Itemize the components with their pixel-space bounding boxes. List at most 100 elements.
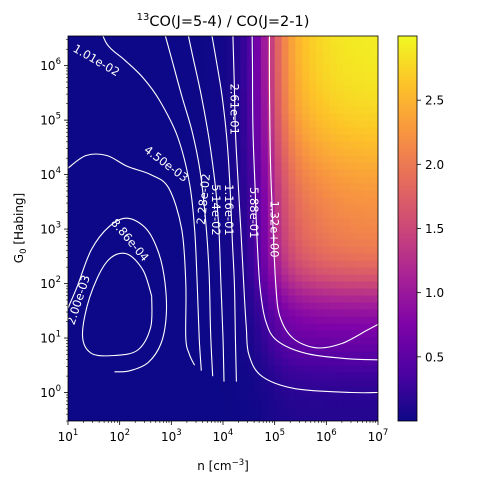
- heatmap-cell: [123, 85, 131, 93]
- heatmap-cell: [226, 211, 234, 219]
- heatmap-cell: [322, 176, 331, 184]
- heatmap-cell: [316, 148, 324, 156]
- heatmap-cell: [150, 57, 159, 65]
- heatmap-cell: [143, 295, 152, 303]
- heatmap-cell: [309, 190, 317, 198]
- heatmap-cell: [240, 92, 248, 100]
- heatmap-cell: [371, 218, 378, 226]
- heatmap-cell: [116, 218, 124, 226]
- heatmap-cell: [88, 113, 97, 121]
- heatmap-cell: [281, 85, 290, 93]
- heatmap-cell: [198, 57, 207, 65]
- heatmap-cell: [116, 232, 124, 240]
- heatmap-cell: [233, 85, 241, 93]
- heatmap-cell: [267, 372, 276, 380]
- heatmap-cell: [336, 232, 345, 240]
- heatmap-cell: [350, 225, 358, 233]
- heatmap-cell: [178, 232, 186, 240]
- heatmap-cell: [309, 155, 317, 163]
- heatmap-cell: [143, 162, 152, 170]
- heatmap-cell: [88, 50, 97, 58]
- heatmap-cell: [371, 43, 378, 51]
- heatmap-cell: [350, 134, 358, 142]
- heatmap-cell: [240, 260, 248, 268]
- heatmap-cell: [267, 120, 276, 128]
- heatmap-cell: [247, 365, 255, 373]
- heatmap-cell: [171, 113, 179, 121]
- heatmap-cell: [316, 309, 324, 317]
- heatmap-cell: [302, 393, 310, 401]
- heatmap-cell: [295, 78, 303, 86]
- y-tick-label: 105: [40, 112, 61, 128]
- heatmap-cell: [205, 379, 214, 387]
- heatmap-cell: [371, 253, 378, 261]
- x-tick-label: 101: [58, 428, 79, 444]
- heatmap-cell: [302, 400, 310, 408]
- heatmap-cell: [68, 400, 76, 408]
- heatmap-cell: [116, 358, 124, 366]
- heatmap-cell: [336, 225, 345, 233]
- heatmap-cell: [192, 106, 200, 114]
- heatmap-cell: [157, 407, 166, 415]
- heatmap-cell: [88, 400, 97, 408]
- heatmap-cell: [136, 204, 145, 212]
- heatmap-cell: [212, 358, 221, 366]
- heatmap-cell: [136, 379, 145, 387]
- heatmap-cell: [233, 183, 241, 191]
- heatmap-cell: [109, 197, 117, 205]
- heatmap-cell: [164, 358, 172, 366]
- heatmap-cell: [171, 253, 179, 261]
- heatmap-cell: [364, 344, 372, 352]
- heatmap-cell: [212, 295, 221, 303]
- heatmap-cell: [336, 92, 345, 100]
- heatmap-cell: [178, 400, 186, 408]
- heatmap-cell: [233, 274, 241, 282]
- heatmap-cell: [143, 365, 152, 373]
- heatmap-cell: [192, 414, 200, 421]
- heatmap-cell: [109, 64, 117, 72]
- heatmap-cell: [329, 337, 338, 345]
- heatmap-cell: [274, 57, 283, 65]
- heatmap-cell: [219, 400, 228, 408]
- heatmap-cell: [226, 302, 234, 310]
- heatmap-cell: [247, 155, 255, 163]
- heatmap-cell: [309, 78, 317, 86]
- heatmap-cell: [95, 379, 104, 387]
- heatmap-cell: [123, 295, 131, 303]
- heatmap-cell: [150, 253, 159, 261]
- heatmap-cell: [143, 281, 152, 289]
- heatmap-cell: [157, 239, 166, 247]
- heatmap-cell: [247, 127, 255, 135]
- heatmap-cell: [226, 365, 234, 373]
- contour-line: [81, 252, 153, 357]
- heatmap-cell: [309, 309, 317, 317]
- contour-line: [268, 36, 378, 349]
- heatmap-cell: [74, 127, 83, 135]
- heatmap-cell: [150, 43, 159, 51]
- heatmap-cell: [309, 36, 317, 44]
- heatmap-cell: [295, 295, 303, 303]
- heatmap-cell: [219, 253, 228, 261]
- heatmap-cell: [281, 386, 290, 394]
- heatmap-cell: [143, 323, 152, 331]
- heatmap-cell: [371, 309, 378, 317]
- heatmap-cell: [116, 246, 124, 254]
- heatmap-cell: [364, 127, 372, 135]
- heatmap-cell: [343, 141, 352, 149]
- heatmap-cell: [192, 337, 200, 345]
- heatmap-cell: [212, 169, 221, 177]
- heatmap-cell: [178, 295, 186, 303]
- heatmap-cell: [95, 267, 104, 275]
- heatmap-cell: [88, 211, 97, 219]
- heatmap-cell: [274, 120, 283, 128]
- heatmap-cell: [267, 260, 276, 268]
- heatmap-cell: [350, 204, 358, 212]
- heatmap-cell: [109, 120, 117, 128]
- heatmap-cell: [247, 141, 255, 149]
- heatmap-cell: [205, 386, 214, 394]
- heatmap-cell: [267, 316, 276, 324]
- heatmap-cell: [240, 225, 248, 233]
- heatmap-cell: [295, 351, 303, 359]
- heatmap-cell: [288, 288, 296, 296]
- heatmap-cell: [295, 225, 303, 233]
